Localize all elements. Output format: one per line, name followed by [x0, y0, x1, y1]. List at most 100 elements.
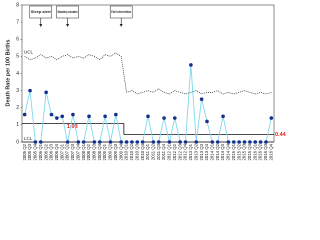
x-tick-label: 2011 Q2 — [151, 143, 156, 160]
y-tick-label: 8 — [16, 2, 19, 8]
y-tick-label: 5 — [16, 54, 19, 60]
rate-point — [199, 97, 204, 101]
x-tick-label: 2012 Q2 — [172, 143, 177, 160]
rate-point — [76, 140, 81, 144]
x-tick-label: 2005 Q2 — [22, 143, 27, 160]
x-tick-label: 2013 Q3 — [199, 143, 204, 160]
rate-point — [173, 116, 177, 120]
rate-point — [242, 140, 247, 144]
rate-point — [205, 119, 209, 124]
x-tick-label: 2005 Q3 — [27, 143, 32, 160]
rate-point — [71, 112, 75, 117]
x-tick-label: 2008 Q3 — [92, 143, 97, 160]
rate-point — [151, 140, 156, 144]
rate-point — [264, 140, 268, 144]
y-tick-label: 2 — [16, 105, 19, 111]
x-tick-label: 2005 Q4 — [33, 143, 38, 160]
rate-point — [269, 116, 274, 120]
x-tick-label: 2006 Q1 — [38, 143, 43, 160]
rate-point — [130, 140, 134, 144]
x-tick-label: 2010 Q2 — [129, 143, 134, 160]
annotation-text: Sleep alert — [31, 10, 52, 14]
rate-point — [189, 63, 193, 67]
y-tick-label: 6 — [16, 37, 19, 43]
x-tick-label: 2010 Q4 — [140, 143, 145, 160]
rate-point — [194, 140, 199, 144]
x-tick-label: 2009 Q2 — [108, 143, 113, 160]
x-tick-label: 2013 Q2 — [193, 143, 198, 160]
y-tick-label: 1 — [16, 122, 19, 128]
x-tick-label: 2010 Q1 — [124, 143, 129, 160]
y-tick-label: 3 — [16, 88, 19, 94]
rate-point — [215, 140, 220, 144]
rate-point — [248, 140, 252, 144]
rate-point — [178, 140, 182, 144]
rate-point — [65, 140, 70, 144]
x-tick-label: 2007 Q1 — [59, 143, 64, 160]
x-tick-label: 2011 Q1 — [145, 143, 150, 160]
x-tick-label: 2008 Q1 — [81, 143, 86, 160]
rate-point — [183, 140, 188, 144]
rate-point — [135, 140, 140, 144]
x-tick-label: 2009 Q4 — [118, 143, 123, 160]
x-tick-label: 2008 Q2 — [86, 143, 91, 160]
x-tick-label: 2006 Q3 — [49, 143, 54, 160]
rate-point — [226, 140, 231, 144]
rate-point — [49, 112, 54, 117]
rate-point — [156, 140, 161, 144]
x-tick-label: 2007 Q3 — [70, 143, 75, 160]
rate-point — [167, 140, 172, 144]
rate-point — [253, 140, 258, 144]
plot-frame — [21, 4, 275, 143]
rate-point — [81, 140, 86, 144]
rate-point — [22, 112, 27, 117]
x-tick-label: 2010 Q3 — [134, 143, 139, 160]
rate-point — [258, 140, 263, 144]
annotation-text: Full intervention — [111, 10, 131, 14]
rate-line — [24, 64, 272, 143]
ucl-label: UCL — [24, 50, 33, 55]
rate-point — [237, 140, 241, 144]
rate-point — [92, 140, 97, 144]
rate-point — [162, 116, 166, 120]
x-tick-label: 2006 Q2 — [43, 143, 48, 160]
rate-point — [103, 114, 107, 119]
rate-point — [231, 140, 236, 144]
x-tick-label: 2012 Q1 — [167, 143, 172, 160]
x-tick-label: 2009 Q3 — [113, 143, 118, 160]
y-tick-label: 4 — [16, 71, 19, 77]
x-tick-label: 2011 Q3 — [156, 143, 161, 160]
x-tick-label: 2016 Q1 — [252, 143, 257, 160]
y-axis-label: Death Rate per 100 Births — [5, 40, 11, 107]
x-tick-label: 2015 Q1 — [231, 143, 236, 160]
rate-point — [60, 114, 65, 119]
center-label: 0.44 — [275, 132, 287, 138]
center-label: 1.08 — [67, 124, 78, 130]
x-tick-label: 2013 Q4 — [204, 143, 209, 160]
x-tick-label: 2006 Q4 — [54, 143, 59, 160]
rate-point — [87, 114, 91, 119]
x-tick-label: 2012 Q3 — [177, 143, 182, 160]
annotation-arrowhead — [119, 24, 123, 27]
rate-point — [38, 140, 43, 144]
x-tick-label: 2015 Q4 — [247, 143, 252, 160]
rate-point — [28, 88, 32, 93]
annotation-arrowhead — [66, 24, 70, 27]
rate-point — [140, 140, 145, 144]
rate-point — [124, 140, 129, 144]
rate-point — [33, 140, 38, 144]
x-tick-label: 2015 Q3 — [242, 143, 247, 160]
rate-point — [97, 140, 102, 144]
x-tick-label: 2007 Q4 — [75, 143, 80, 160]
y-tick-label: 0 — [16, 139, 19, 145]
rate-point — [146, 114, 150, 119]
x-tick-label: 2016 Q3 — [263, 143, 268, 160]
x-tick-label: 2016 Q4 — [268, 143, 273, 160]
x-tick-label: 2016 Q2 — [258, 143, 263, 160]
x-tick-label: 2009 Q1 — [102, 143, 107, 160]
x-tick-label: 2012 Q4 — [183, 143, 188, 160]
x-tick-label: 2013 Q1 — [188, 143, 193, 160]
x-tick-label: 2015 Q2 — [236, 143, 241, 160]
x-tick-label: 2014 Q1 — [209, 143, 214, 160]
x-tick-label: 2011 Q4 — [161, 143, 166, 160]
